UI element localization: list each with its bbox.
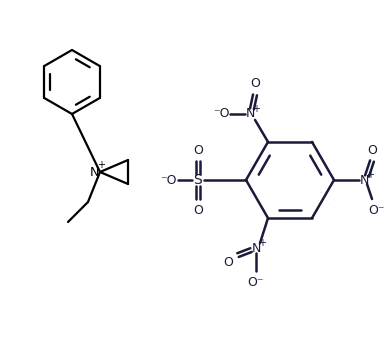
Text: O: O: [193, 144, 203, 156]
Text: O⁻: O⁻: [248, 276, 264, 288]
Text: N: N: [245, 108, 255, 120]
Text: O: O: [250, 78, 260, 90]
Text: O: O: [367, 144, 377, 156]
Text: +: +: [97, 160, 105, 170]
Text: ⁻O: ⁻O: [213, 108, 229, 120]
Text: N: N: [251, 242, 261, 255]
Text: S: S: [194, 173, 202, 187]
Text: ⁻O: ⁻O: [160, 174, 176, 186]
Text: +: +: [252, 104, 260, 114]
Text: +: +: [366, 170, 374, 180]
Text: O⁻: O⁻: [369, 204, 385, 216]
Text: O: O: [193, 204, 203, 216]
Text: N: N: [359, 174, 369, 186]
Text: +: +: [258, 238, 266, 248]
Text: O: O: [223, 255, 233, 269]
Text: N: N: [89, 166, 99, 180]
